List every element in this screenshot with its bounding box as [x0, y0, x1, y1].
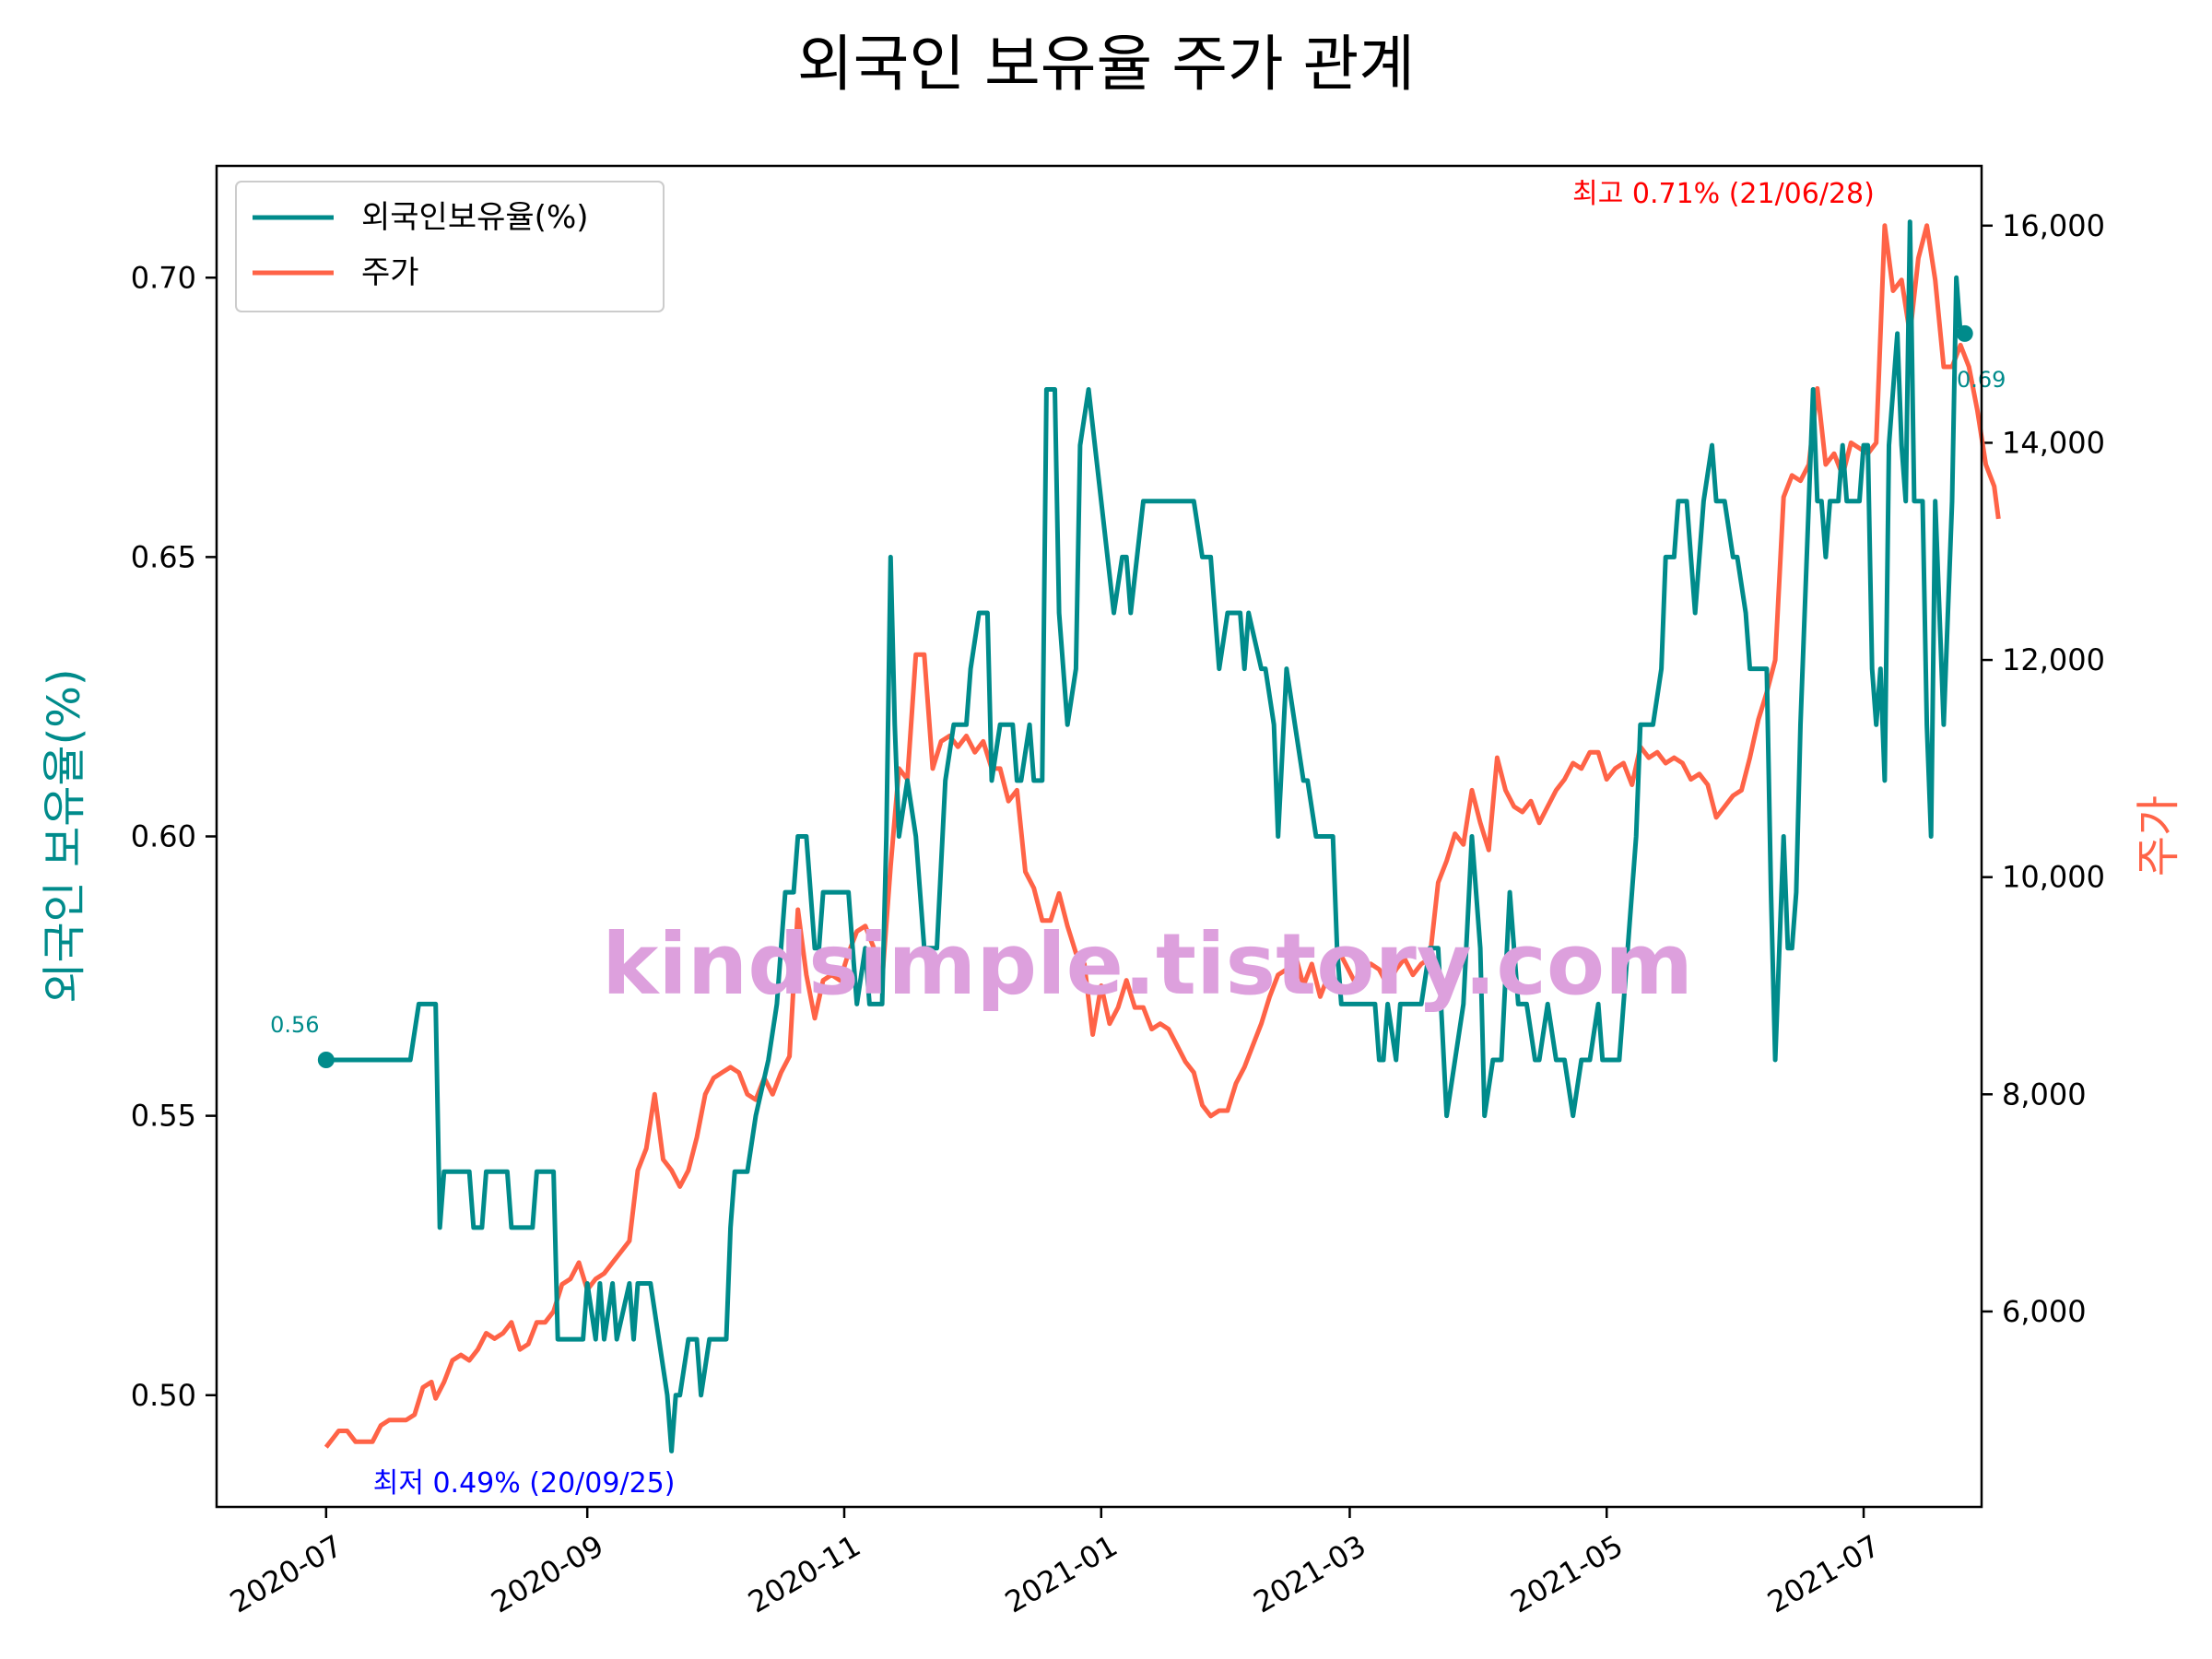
legend-price-label: 주가 [361, 254, 419, 291]
y-axis-left-ticks: 0.50 0.55 0.60 0.65 0.70 [131, 260, 217, 1413]
holding-series-line [325, 219, 1965, 1453]
plot-frame [215, 164, 1983, 1509]
x-tick-label: 2020-09 [485, 1528, 609, 1620]
min-annotation: 최저 0.49% (20/09/25) [373, 1467, 676, 1500]
y-left-tick-label: 0.65 [131, 539, 196, 574]
max-annotation: 최고 0.71% (21/06/28) [1572, 178, 1875, 210]
y-right-tick-label: 14,000 [2002, 425, 2105, 460]
y-right-tick-label: 6,000 [2002, 1294, 2087, 1329]
x-tick-label: 2021-05 [1504, 1528, 1629, 1620]
x-tick-label: 2021-01 [999, 1528, 1124, 1620]
start-point-marker [317, 1052, 335, 1068]
x-tick-label: 2020-07 [224, 1528, 348, 1620]
x-tick-label: 2020-11 [742, 1528, 866, 1620]
y-right-tick-label: 10,000 [2002, 860, 2105, 895]
chart-title: 외국인 보유율 주가 관계 [797, 29, 1415, 100]
x-axis-ticks: 2020-07 2020-09 2020-11 2021-01 2021-03 2021-… [224, 1507, 1886, 1620]
start-value-label: 0.56 [270, 1012, 319, 1038]
y-axis-right-label: 주가 [2133, 795, 2184, 877]
y-right-tick-label: 12,000 [2002, 642, 2105, 677]
y-right-tick-label: 8,000 [2002, 1077, 2087, 1112]
y-left-tick-label: 0.70 [131, 260, 196, 295]
y-right-tick-label: 16,000 [2002, 208, 2105, 243]
legend-box [235, 181, 665, 312]
end-point-marker [1956, 324, 1973, 342]
y-left-tick-label: 0.50 [131, 1378, 196, 1413]
y-axis-right-ticks: 6,000 8,000 10,000 12,000 14,000 16,000 [1982, 208, 2105, 1329]
legend: 외국인보유율(%) 주가 [235, 181, 665, 312]
x-tick-label: 2021-03 [1248, 1528, 1372, 1620]
y-axis-left-label: 외국인 보유율(%) [39, 668, 90, 1003]
legend-holding-label: 외국인보유율(%) [361, 199, 589, 236]
y-left-tick-label: 0.60 [131, 819, 196, 854]
watermark: kindsimple.tistory.com [602, 915, 1693, 1014]
price-series-line [324, 223, 2001, 1449]
x-tick-label: 2021-07 [1761, 1528, 1886, 1620]
y-left-tick-label: 0.55 [131, 1099, 196, 1134]
